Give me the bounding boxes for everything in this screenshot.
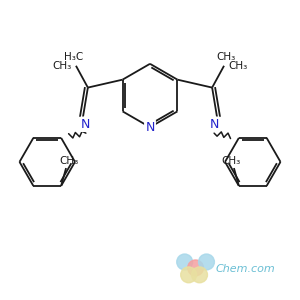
Text: CH₃: CH₃ (221, 156, 241, 166)
Text: N: N (145, 121, 155, 134)
Text: N: N (81, 118, 91, 131)
Text: CH₃: CH₃ (59, 156, 79, 166)
Text: Chem.com: Chem.com (215, 264, 275, 274)
Text: H₃C: H₃C (64, 52, 84, 62)
Text: CH₃: CH₃ (52, 61, 72, 71)
Text: CH₃: CH₃ (228, 61, 248, 71)
Text: CH₃: CH₃ (216, 52, 236, 62)
Circle shape (188, 260, 203, 276)
Circle shape (192, 267, 208, 283)
Text: N: N (209, 118, 219, 131)
Circle shape (181, 267, 196, 283)
Circle shape (199, 254, 214, 270)
Circle shape (177, 254, 193, 270)
